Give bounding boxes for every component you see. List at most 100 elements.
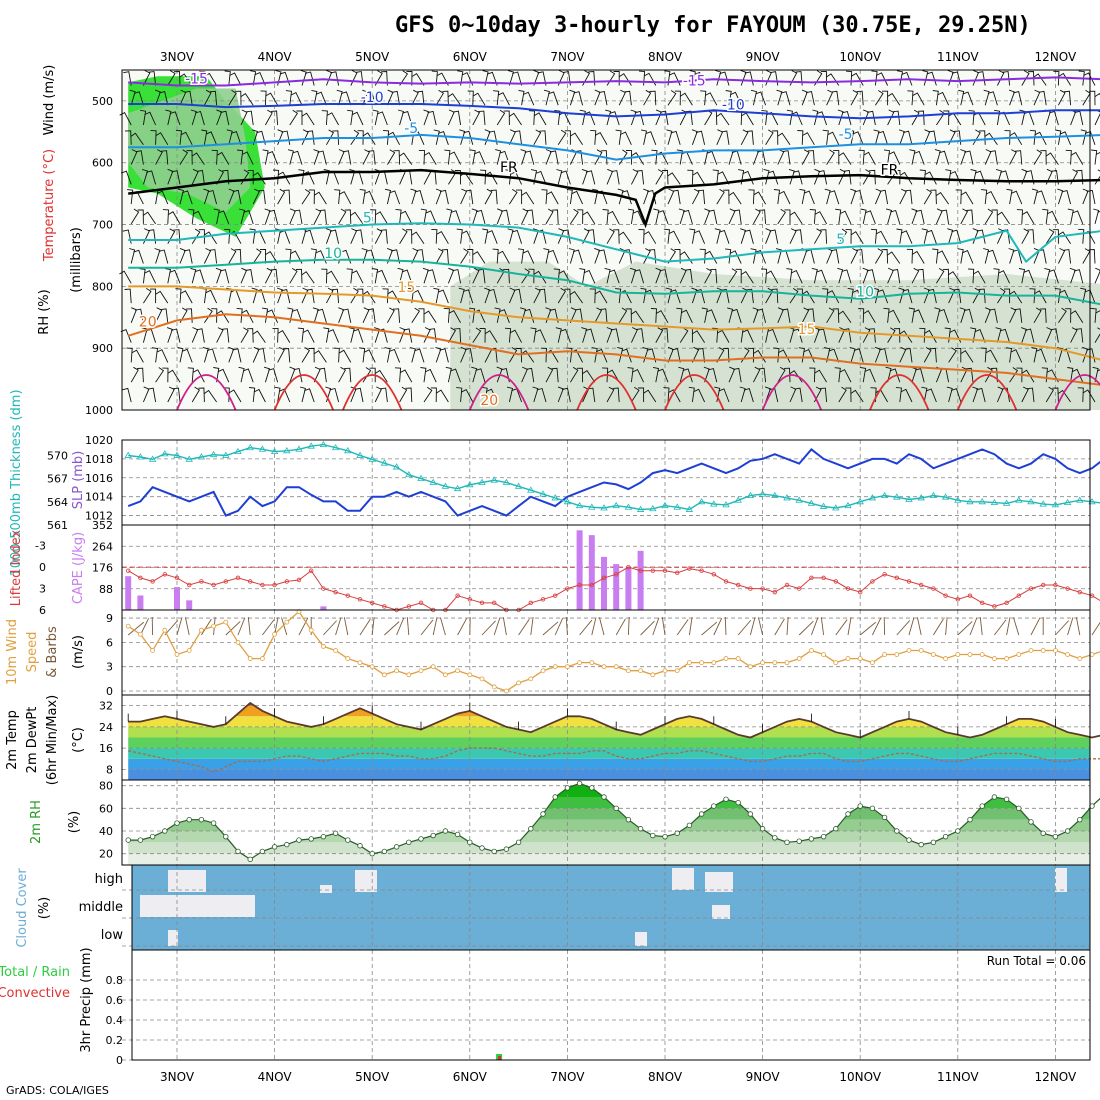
upper-air-wind-barb [186,150,193,165]
wind-speed-point [503,688,509,694]
wind-speed-point [272,631,278,637]
upper-air-wind-barb [612,387,620,403]
upper-air-wind-barb [475,368,486,383]
upper-air-wind-barb [838,228,848,244]
isotherm-label: -10 [361,90,384,106]
precip-legend-total: Total / Rain [0,965,70,980]
rh-point [650,832,656,839]
upper-air-wind-barb [718,388,730,403]
upper-air-wind-barb [685,110,693,126]
rh-point [515,839,522,846]
upper-air-wind-barb [740,270,754,284]
bottom-date-label: 10NOV [839,1070,881,1084]
upper-air-wind-barb [409,347,416,363]
upper-air-wind-barb [191,168,199,185]
surface-wind-barb [554,617,564,636]
rh-color-band [128,819,1090,831]
upper-air-wind-barb [866,269,876,284]
upper-air-wind-barb [632,368,645,383]
upper-air-wind-barb [902,289,913,304]
upper-air-wind-barb [1034,290,1047,304]
upper-air-wind-barb [528,110,535,126]
upper-air-wind-barb [604,267,611,284]
isotherm-label: -15 [185,71,208,87]
rh-color-band [128,808,1090,820]
lifted-index-point [150,579,155,584]
upper-air-wind-barb [509,329,522,343]
isotherm-label: FR [500,160,518,176]
upper-air-wind-barb [1013,91,1023,106]
upper-air-wind-barb [731,308,742,323]
upper-air-wind-barb [301,271,315,284]
surface-wind-barb [457,618,467,636]
upper-air-wind-barb [801,149,810,165]
upper-air-wind-barb [618,149,628,165]
upper-air-wind-barb [236,307,243,323]
upper-air-wind-barb [630,109,637,126]
upper-air-wind-barb [689,228,696,244]
upper-air-wind-barb [682,209,693,225]
upper-air-wind-barb [924,329,937,343]
isotherm-line [128,285,1100,361]
lifted-index-point [382,604,387,609]
upper-air-wind-barb [496,366,503,383]
upper-air-wind-barb [807,308,815,323]
wind-speed-point [381,672,387,678]
surface-wind-barb [164,620,179,636]
upper-air-wind-barb [290,250,303,264]
upper-air-wind-barb [670,130,681,145]
rh-point [711,803,717,809]
upper-air-wind-barb [915,209,925,225]
upper-air-wind-barb [296,110,303,125]
upper-air-wind-barb [692,330,705,343]
upper-air-wind-barb [180,131,193,146]
rh-point [589,785,595,791]
upper-air-wind-barb [508,112,522,126]
upper-air-wind-barb [1035,348,1047,363]
upper-air-wind-barb [402,111,413,126]
upper-air-wind-barb [934,307,941,323]
upper-air-wind-barb [765,287,774,304]
surface-wind-barb [835,619,848,636]
wind-speed-point [711,660,717,666]
upper-air-wind-barb [209,249,218,264]
upper-air-wind-barb [807,150,815,165]
upper-air-wind-barb [148,71,157,86]
upper-air-wind-barb [317,150,327,165]
upper-air-wind-barb [682,368,693,383]
rh-point [1052,833,1059,840]
upper-air-wind-barb [407,288,415,304]
upper-air-wind-barb [700,90,707,106]
upper-air-wind-barb [159,91,169,106]
upper-air-wind-barb [472,327,482,343]
upper-air-wind-barb [205,131,218,145]
dewpoint-line [128,747,1100,773]
upper-air-wind-barb [691,129,698,145]
upper-air-wind-barb [276,287,283,304]
rh-point [418,836,424,842]
upper-air-wind-barb [833,150,840,165]
upper-air-wind-barb [142,211,156,225]
upper-air-wind-barb [301,129,309,145]
thickness-point [734,496,742,503]
upper-air-wind-barb [923,347,932,363]
lifted-index-point [260,582,265,588]
upper-air-wind-barb [297,327,304,343]
upper-air-wind-barb [752,307,759,323]
upper-air-wind-barb [983,89,990,106]
rh-point [967,816,973,823]
wind-speed-point [552,664,558,670]
upper-air-wind-barb [676,149,683,165]
upper-air-wind-barb [548,91,559,106]
chart-title: GFS 0~10day 3-hourly for FAYOUM (30.75E,… [395,13,1031,38]
upper-air-wind-barb [135,308,144,323]
rh-point [1028,819,1034,825]
rh-point [820,833,827,840]
upper-air-wind-barb [820,71,828,86]
upper-air-wind-barb [809,209,816,224]
upper-air-wind-barb [1050,169,1059,185]
wind-speed-point [1065,652,1070,657]
upper-air-wind-barb [562,71,571,86]
upper-air-wind-barb [423,327,431,343]
upper-air-wind-barb [693,388,706,403]
